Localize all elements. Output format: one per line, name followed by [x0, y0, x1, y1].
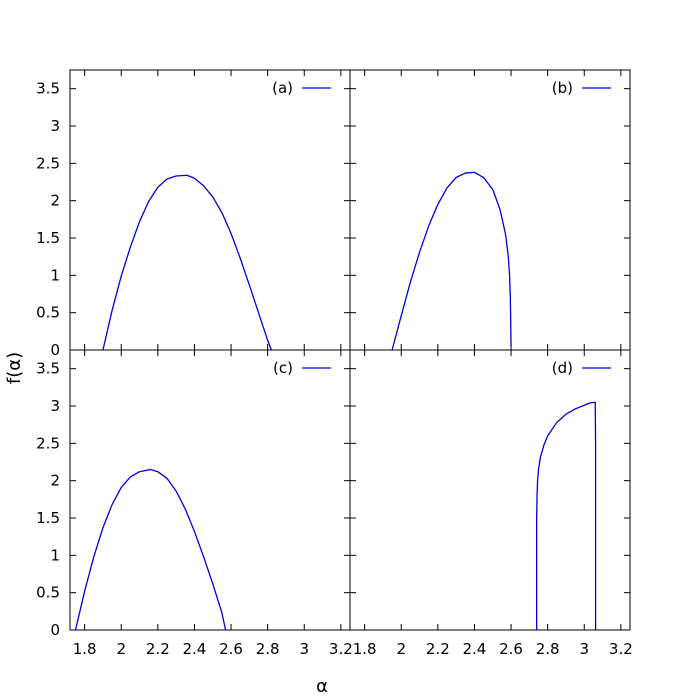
panel-b: (b)	[349, 69, 631, 351]
y-tick-label: 3.5	[36, 80, 60, 98]
y-tick-label: 0	[50, 621, 60, 639]
y-tick-label: 2	[50, 472, 60, 490]
legend-label: (d)	[552, 359, 573, 377]
x-tick-label: 3.2	[609, 640, 633, 658]
legend-label: (c)	[273, 359, 293, 377]
plot-frame	[349, 349, 631, 631]
legend-label: (a)	[272, 79, 293, 97]
y-tick-label: 0.5	[36, 304, 60, 322]
x-tick-label: 2.4	[183, 640, 207, 658]
y-tick-label: 3	[50, 397, 60, 415]
panel-d: 1.8 2 2.2 2.4 2.6 2.8 3 3.2 (d)	[349, 349, 633, 658]
x-tick-label: 2.6	[499, 640, 523, 658]
x-tick-label: 2	[116, 640, 126, 658]
y-tick-label: 3.5	[36, 360, 60, 378]
x-tick-label: 2.6	[219, 640, 243, 658]
y-tick-label: 0.5	[36, 584, 60, 602]
panel-c: 1.8 2 2.2 2.4 2.6 2.8 3 3.2 0 0.5 1 1.5 2 2.5 3 3.5 (c)	[36, 349, 353, 658]
y-tick-label: 1	[50, 546, 60, 564]
y-tick-label: 1.5	[36, 229, 60, 247]
x-tick-label: 2.2	[146, 640, 170, 658]
y-tick-label: 0	[50, 341, 60, 359]
legend: (b)	[552, 79, 611, 97]
x-tick-label: 2.8	[536, 640, 560, 658]
plot-frame	[349, 69, 631, 351]
axis-labels: α f(α)	[4, 352, 328, 697]
series-line	[74, 468, 227, 631]
x-tick-label: 2.4	[463, 640, 487, 658]
y-tick-label: 3	[50, 117, 60, 135]
x-tick-label: 1.8	[73, 640, 97, 658]
x-tick-label: 2.2	[426, 640, 450, 658]
y-tick-label: 1.5	[36, 509, 60, 527]
legend: (a)	[272, 79, 331, 97]
x-tick-label: 2	[396, 640, 406, 658]
legend-label: (b)	[552, 79, 573, 97]
x-tick-label: 3	[579, 640, 589, 658]
panels: 0 0.5 1 1.5 2 2.5 3 3.5 (a) (b) 1.8 2 2.2 2.4 2.6 2.8 3 3…	[36, 69, 633, 658]
legend: (d)	[552, 359, 611, 377]
series-line	[536, 401, 597, 630]
series-line	[102, 174, 272, 351]
x-tick-label: 2.8	[256, 640, 280, 658]
panel-a: 0 0.5 1 1.5 2 2.5 3 3.5 (a)	[36, 69, 351, 359]
plot-frame	[69, 349, 351, 631]
x-tick-label: 1.8	[353, 640, 377, 658]
x-tick-label: 3	[299, 640, 309, 658]
y-tick-label: 2.5	[36, 434, 60, 452]
plot-frame	[69, 69, 351, 351]
y-axis-label: f(α)	[4, 352, 25, 384]
y-tick-label: 2.5	[36, 154, 60, 172]
x-axis-label: α	[316, 676, 328, 697]
legend: (c)	[273, 359, 331, 377]
y-tick-label: 1	[50, 266, 60, 284]
y-tick-label: 2	[50, 192, 60, 210]
series-line	[391, 171, 512, 351]
x-tick-label: 3.2	[329, 640, 353, 658]
